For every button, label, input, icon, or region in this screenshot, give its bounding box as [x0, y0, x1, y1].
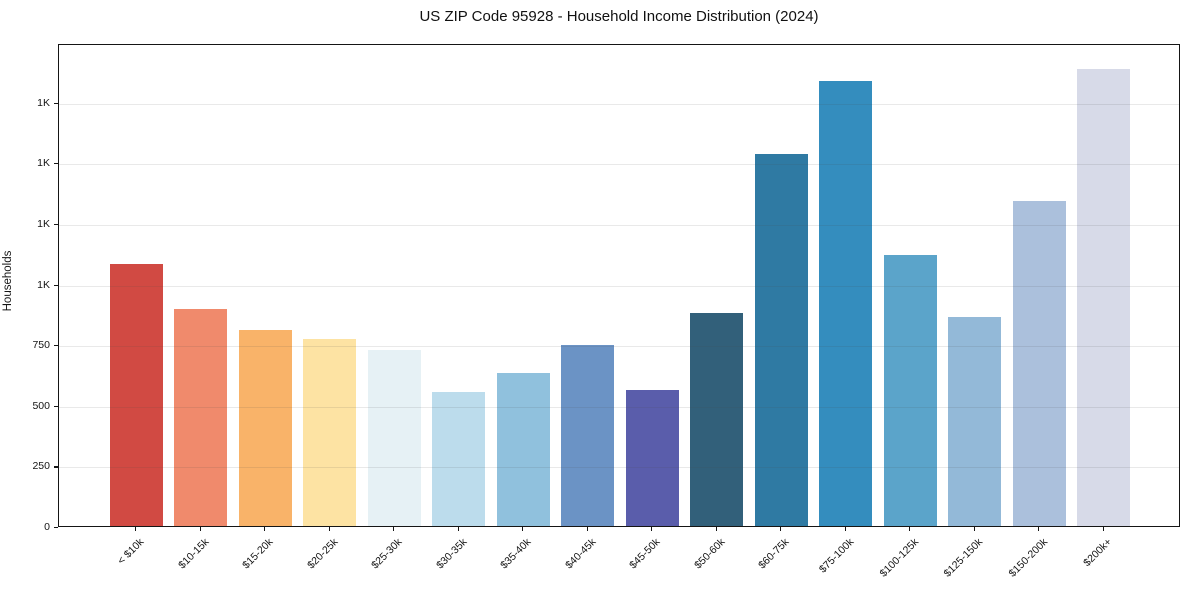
x-tick-mark [586, 527, 588, 531]
bar-10-15k [174, 309, 228, 526]
x-tick-mark [651, 527, 653, 531]
bar-30-35k [432, 391, 486, 526]
bar-20-25k [303, 339, 357, 526]
x-tick-mark [522, 527, 524, 531]
x-tick-mark [135, 527, 137, 531]
y-tick-mark [54, 223, 58, 226]
x-tick-mark [1038, 527, 1040, 531]
y-tick-label: 1K [37, 157, 50, 170]
bar-10k [109, 263, 163, 526]
bar-75-100k [819, 80, 873, 526]
x-tick-mark [393, 527, 395, 531]
y-tick-mark [54, 405, 58, 407]
bar-25-30k [367, 350, 421, 526]
y-tick-label: 750 [32, 339, 50, 352]
gridline [59, 164, 1179, 166]
bar-100-125k [883, 255, 937, 526]
bar-200k [1077, 68, 1131, 526]
gridline [59, 346, 1179, 348]
x-tick-mark [457, 527, 459, 531]
y-tick-label: 1K [37, 278, 50, 291]
x-tick-mark [844, 527, 846, 531]
x-tick-mark [780, 527, 782, 531]
bar-125-150k [948, 316, 1002, 526]
y-tick-mark [54, 102, 58, 104]
bar-40-45k [561, 345, 615, 526]
bar-150-200k [1012, 201, 1066, 526]
x-tick-mark [909, 527, 911, 531]
bar-60-75k [754, 153, 808, 526]
y-tick-mark [54, 163, 58, 165]
plot-area [58, 44, 1180, 527]
gridline [59, 285, 1179, 287]
bar-15-20k [238, 330, 292, 526]
x-tick-mark [328, 527, 330, 531]
y-tick-mark [54, 345, 58, 347]
bar-45-50k [625, 390, 679, 526]
gridline [59, 103, 1179, 105]
x-tick-mark [715, 527, 717, 531]
x-tick-mark [199, 527, 201, 531]
y-tick-label: 0 [44, 521, 50, 533]
x-tick-mark [264, 527, 266, 531]
y-tick-mark [54, 527, 58, 529]
x-tick-mark [1102, 527, 1104, 531]
bar-35-40k [496, 373, 550, 526]
y-tick-mark [54, 466, 58, 468]
gridline [59, 467, 1179, 469]
y-tick-label: 1K [37, 217, 50, 230]
bar-50-60k [690, 312, 744, 526]
gridline [59, 224, 1179, 226]
chart-title: US ZIP Code 95928 - Household Income Dis… [419, 8, 819, 25]
y-tick-label: 1K [37, 96, 50, 109]
x-tick-mark [973, 527, 975, 531]
gridline [59, 406, 1179, 408]
y-tick-label: 500 [32, 399, 50, 412]
y-tick-mark [54, 284, 58, 286]
y-tick-label: 250 [32, 460, 50, 473]
